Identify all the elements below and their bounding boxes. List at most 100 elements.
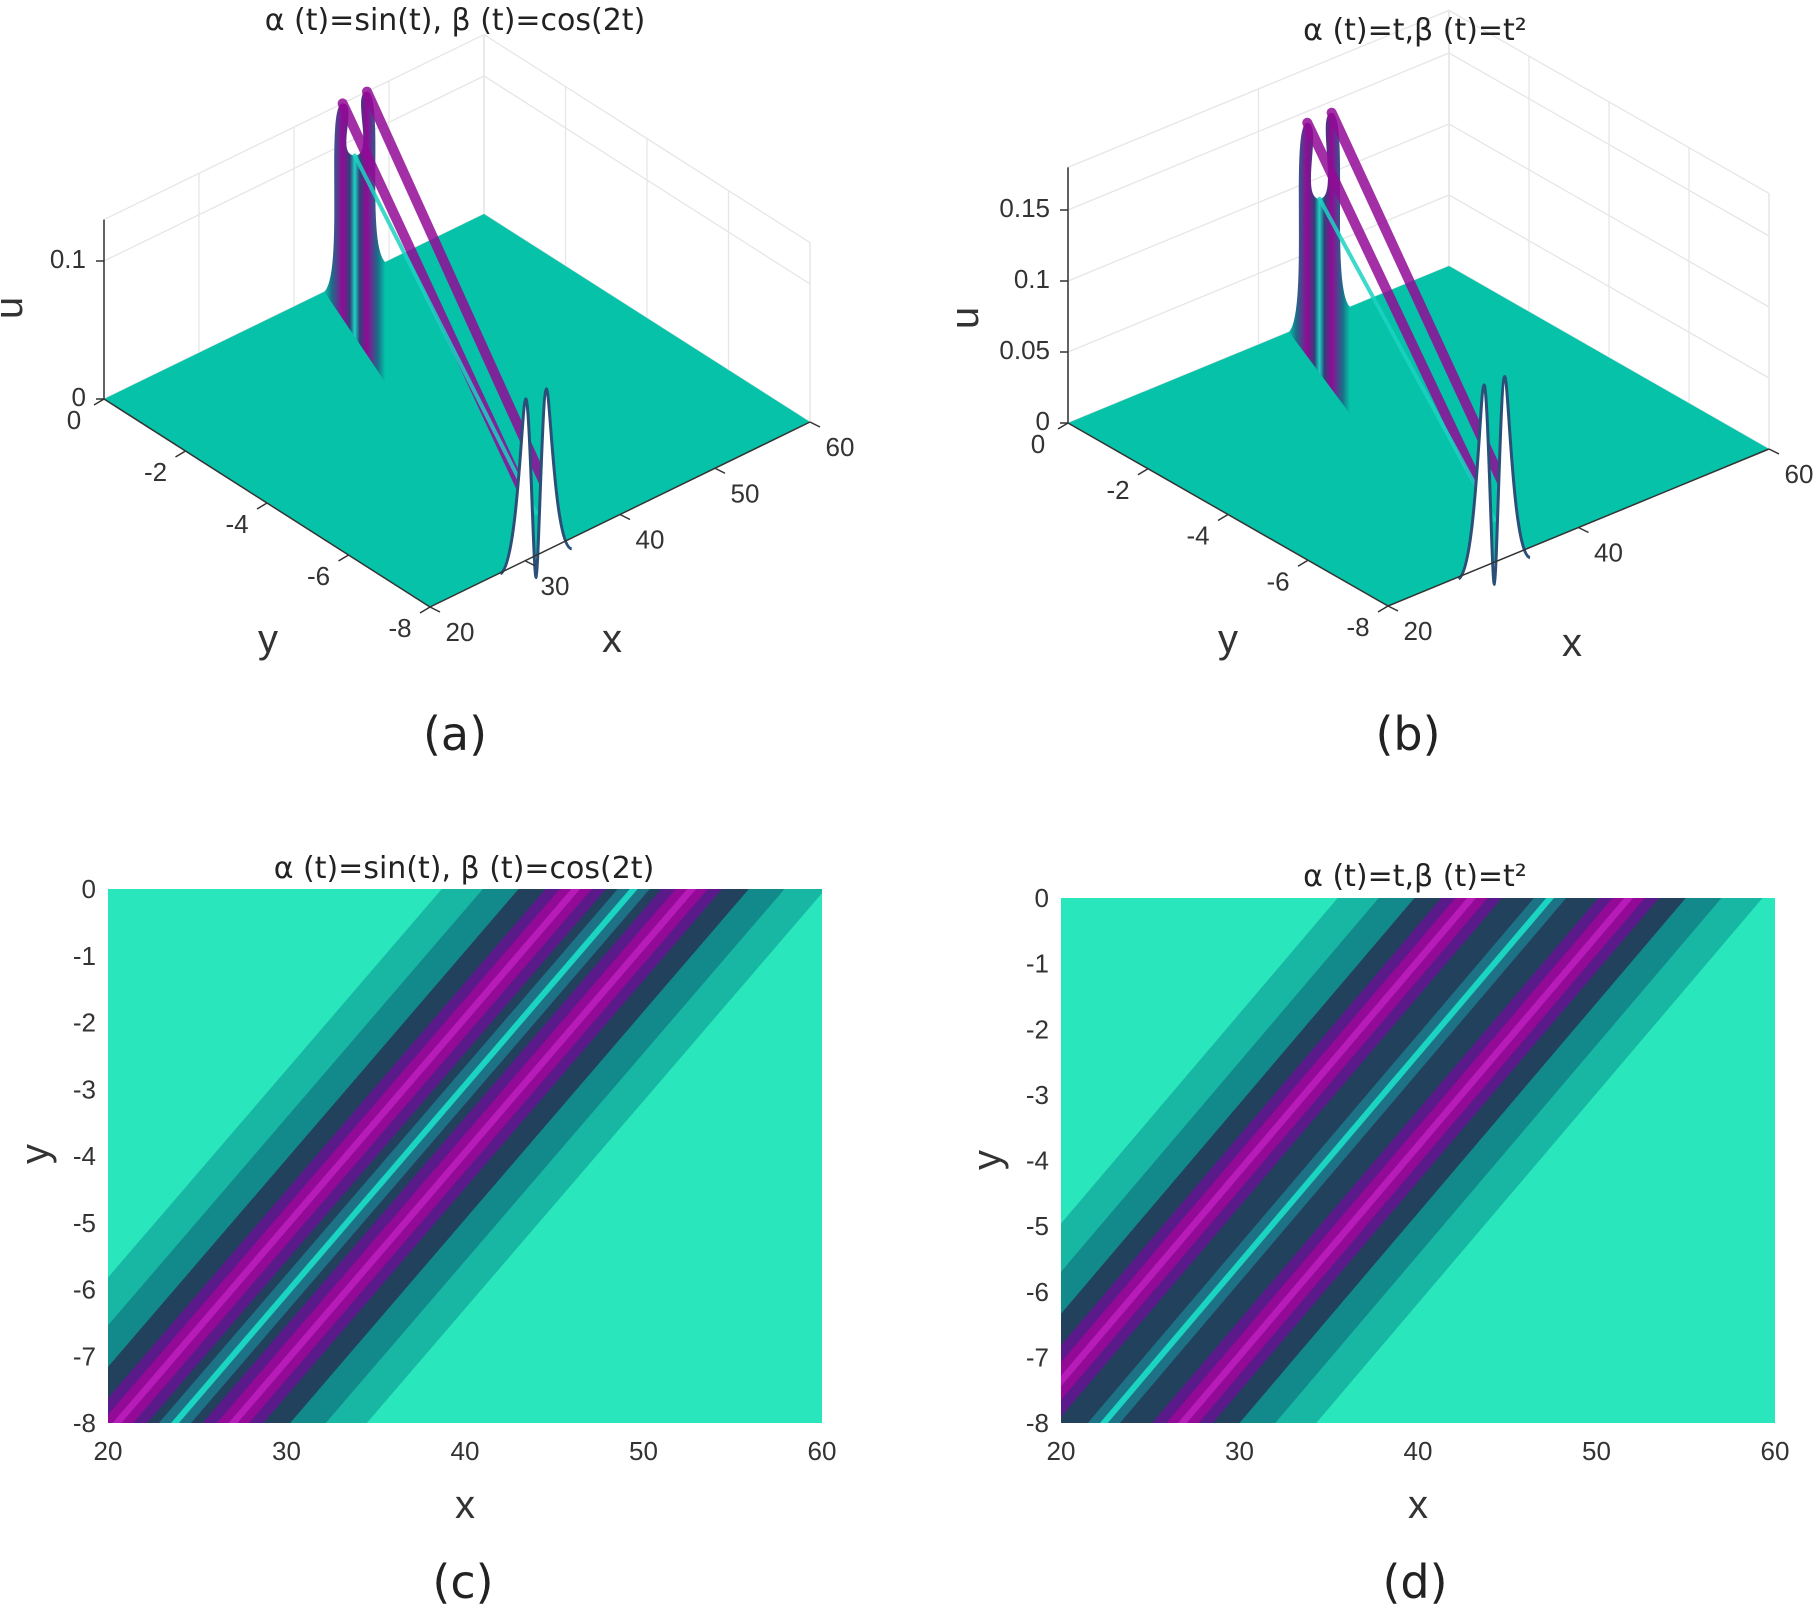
x-tick-label: 60	[826, 432, 855, 462]
heatmap-d-xtick-label: 40	[1404, 1436, 1433, 1466]
y-tick	[93, 398, 105, 406]
y-tick	[419, 606, 431, 614]
grid-z-line	[1067, 9, 1770, 194]
panel-b-caption: (b)	[1375, 707, 1440, 761]
panel-b-surface	[1068, 107, 1769, 633]
heatmap-d-ytick-label: -6	[1026, 1277, 1049, 1307]
grid-z-line	[103, 33, 811, 244]
heatmap-c-xtick-label: 50	[629, 1436, 658, 1466]
y-tick	[1377, 605, 1389, 613]
heatmap-c-xtick-label: 60	[808, 1436, 837, 1466]
surface-peak-2	[361, 86, 552, 493]
heatmap-c-band-1-core	[112, 889, 581, 1423]
y-tick-label: -4	[225, 509, 248, 539]
y-tick	[256, 502, 268, 510]
panel-d-axes: 20 30 40 50 60 0 -1 -2 -3 -4 -5 -6 -7 -8	[1026, 883, 1790, 1466]
heatmap-c-ridge	[171, 889, 638, 1423]
heatmap-d-band-1	[1061, 898, 1488, 1400]
surface-front-rim	[499, 387, 573, 580]
heatmap-d-ytick-label: -2	[1026, 1014, 1049, 1044]
surface-center-ridge	[1317, 196, 1497, 522]
heatmap-c-ytick-label: -1	[73, 941, 96, 971]
x-tick	[1387, 605, 1399, 612]
x-tick-label: 40	[1594, 538, 1623, 568]
heatmap-c-xtick-label: 30	[272, 1436, 301, 1466]
y-tick	[1057, 422, 1069, 430]
heatmap-c-ytick-label: 0	[82, 874, 96, 904]
heatmap-c-ytick-label: -7	[73, 1341, 96, 1371]
x-tick-label: 50	[731, 478, 760, 508]
y-tick	[338, 554, 349, 562]
heatmap-c-band-2-core	[228, 889, 697, 1423]
panel-a-surface	[104, 86, 810, 628]
x-tick-label: 40	[636, 525, 665, 555]
heatmap-c-xtick-label: 40	[451, 1436, 480, 1466]
panel-a-caption: (a)	[423, 707, 487, 761]
y-tick-label: -6	[307, 561, 330, 591]
panel-b-ylabel: y	[1218, 617, 1238, 661]
panel-d-ylabel: y	[965, 1150, 1009, 1170]
heatmap-d-band-1-glow	[1061, 898, 1502, 1417]
heatmap-d-xtick-label: 60	[1761, 1436, 1790, 1466]
x-tick-label: 60	[1785, 459, 1814, 489]
heatmap-d-band-1-core	[1061, 898, 1477, 1387]
y-tick-label: 0	[67, 405, 81, 435]
panel-b-zlabel: u	[943, 307, 987, 329]
grid-z-line	[1067, 123, 1770, 308]
heatmap-d-ridge	[1099, 898, 1555, 1423]
panel-b-title: α (t)=t,β (t)=t²	[1303, 13, 1527, 48]
heatmap-d-ytick-label: -5	[1026, 1211, 1049, 1241]
x-tick-label: 30	[541, 571, 570, 601]
panel-d-caption: (d)	[1382, 1555, 1447, 1606]
x-tick	[714, 467, 726, 474]
panel-b: 20 40 60 0 -2 -4 -6 -8 0 0.05 0.1 0.15 α (t)=t,β (t…	[943, 9, 1813, 761]
panel-b-xlabel: x	[1562, 621, 1582, 665]
surface-center-ridge	[352, 153, 539, 515]
panel-a-axes: 20 30 40 50 60 0 -2 -4 -6 -8 0 0.1	[50, 219, 855, 647]
surface-front-rim	[1457, 374, 1531, 587]
z-tick-label: 0.1	[50, 244, 86, 274]
z-tick-label: 0	[1036, 406, 1050, 436]
heatmap-d-ytick-label: -8	[1026, 1408, 1049, 1438]
panel-b-axes: 20 40 60 0 -2 -4 -6 -8 0 0.05 0.1 0.15	[999, 167, 1813, 646]
heatmap-c-ytick-label: -3	[73, 1074, 96, 1104]
y-tick-label: 0	[1031, 429, 1045, 459]
heatmap-d-ytick-label: -3	[1026, 1080, 1049, 1110]
panel-a-xlabel: x	[602, 617, 622, 661]
panel-c: 20 30 40 50 60 0 -1 -2 -3 -4 -5 -6 -7 -8 α (t)=sin(t)…	[13, 851, 837, 1606]
panel-c-xlabel: x	[455, 1483, 475, 1527]
heatmap-c-ytick-label: -2	[73, 1008, 96, 1038]
heatmap-d-ytick-label: 0	[1035, 883, 1049, 913]
y-tick-label: -8	[1346, 612, 1369, 642]
panel-c-heatmap	[108, 889, 822, 1423]
y-tick-label: -2	[144, 457, 167, 487]
y-tick	[1297, 559, 1309, 567]
panel-d-xlabel: x	[1408, 1483, 1428, 1527]
heatmap-d-band-2-core	[1177, 898, 1634, 1423]
y-tick	[175, 450, 186, 458]
panel-c-axes: 20 30 40 50 60 0 -1 -2 -3 -4 -5 -6 -7 -8	[73, 874, 837, 1466]
x-tick-label: 20	[1404, 616, 1433, 646]
panel-a-zlabel: u	[0, 297, 31, 319]
y-tick-label: -8	[388, 613, 411, 643]
heatmap-d-ytick-label: -7	[1026, 1342, 1049, 1372]
heatmap-d-ytick-label: -4	[1026, 1146, 1049, 1176]
x-tick	[619, 513, 631, 521]
x-tick	[809, 421, 821, 428]
y-tick	[1137, 468, 1149, 476]
y-tick-label: -6	[1266, 566, 1289, 596]
x-tick	[524, 560, 536, 567]
heatmap-d-xtick-label: 50	[1582, 1436, 1611, 1466]
panel-c-title: α (t)=sin(t), β (t)=cos(2t)	[274, 851, 655, 886]
z-tick-label: 0.1	[1014, 264, 1050, 294]
y-tick-label: -4	[1186, 521, 1209, 551]
x-tick	[429, 606, 441, 613]
heatmap-c-ytick-label: -4	[73, 1141, 96, 1171]
panel-a-title: α (t)=sin(t), β (t)=cos(2t)	[265, 3, 646, 38]
heatmap-c-ytick-label: -8	[73, 1408, 96, 1438]
surface-peak-1	[1302, 117, 1490, 501]
panel-a-ylabel: y	[258, 617, 278, 661]
z-tick-label: 0.15	[999, 193, 1050, 223]
